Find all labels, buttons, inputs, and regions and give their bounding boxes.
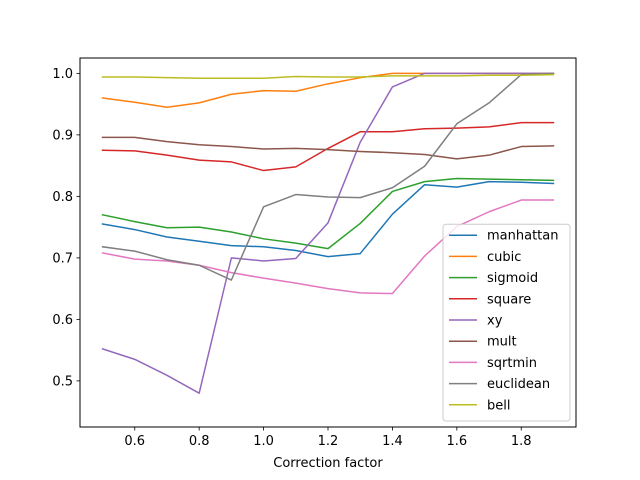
legend-label-mult: mult	[487, 335, 517, 350]
legend-label-xy: xy	[487, 314, 503, 329]
x-tick-label: 1.4	[382, 434, 403, 449]
series-line-euclidean	[101, 72, 555, 281]
x-axis-label: Correction factor	[273, 456, 383, 471]
x-axis: 0.6 0.8 1.0 1.2 1.4 1.6 1.8	[124, 427, 532, 449]
series-line-square	[101, 121, 555, 172]
x-tick-label: 1.2	[318, 434, 339, 449]
y-tick-label: 0.6	[52, 313, 73, 328]
plot-lines	[101, 72, 555, 394]
legend-label-euclidean: euclidean	[487, 377, 550, 392]
x-tick-label: 1.0	[253, 434, 274, 449]
y-tick-label: 0.8	[52, 190, 73, 205]
legend-label-sqrtmin: sqrtmin	[487, 356, 537, 371]
series-line-sigmoid	[101, 177, 555, 250]
legend-label-cubic: cubic	[487, 250, 521, 265]
series-line-mult	[101, 136, 555, 160]
legend: manhattan cubic sigmoid square xy mult sqrtmin…	[442, 223, 571, 422]
y-tick-label: 1.0	[52, 67, 73, 82]
y-tick-label: 0.7	[52, 251, 73, 266]
legend-box	[442, 223, 571, 422]
x-tick-label: 1.8	[511, 434, 532, 449]
x-tick-label: 0.6	[124, 434, 145, 449]
legend-label-square: square	[487, 292, 531, 307]
series-line-xy	[101, 72, 555, 394]
series-line-manhattan	[101, 180, 555, 258]
series-line-bell	[101, 73, 555, 80]
legend-label-manhattan: manhattan	[487, 229, 558, 244]
x-tick-label: 1.6	[446, 434, 467, 449]
x-tick-label: 0.8	[189, 434, 210, 449]
legend-label-sigmoid: sigmoid	[487, 271, 538, 286]
y-tick-label: 0.5	[52, 374, 73, 389]
legend-label-bell: bell	[487, 398, 510, 413]
y-tick-label: 0.9	[52, 128, 73, 143]
series-line-sqrtmin	[101, 199, 555, 295]
y-axis: 0.5 0.6 0.7 0.8 0.9 1.0	[52, 67, 80, 389]
